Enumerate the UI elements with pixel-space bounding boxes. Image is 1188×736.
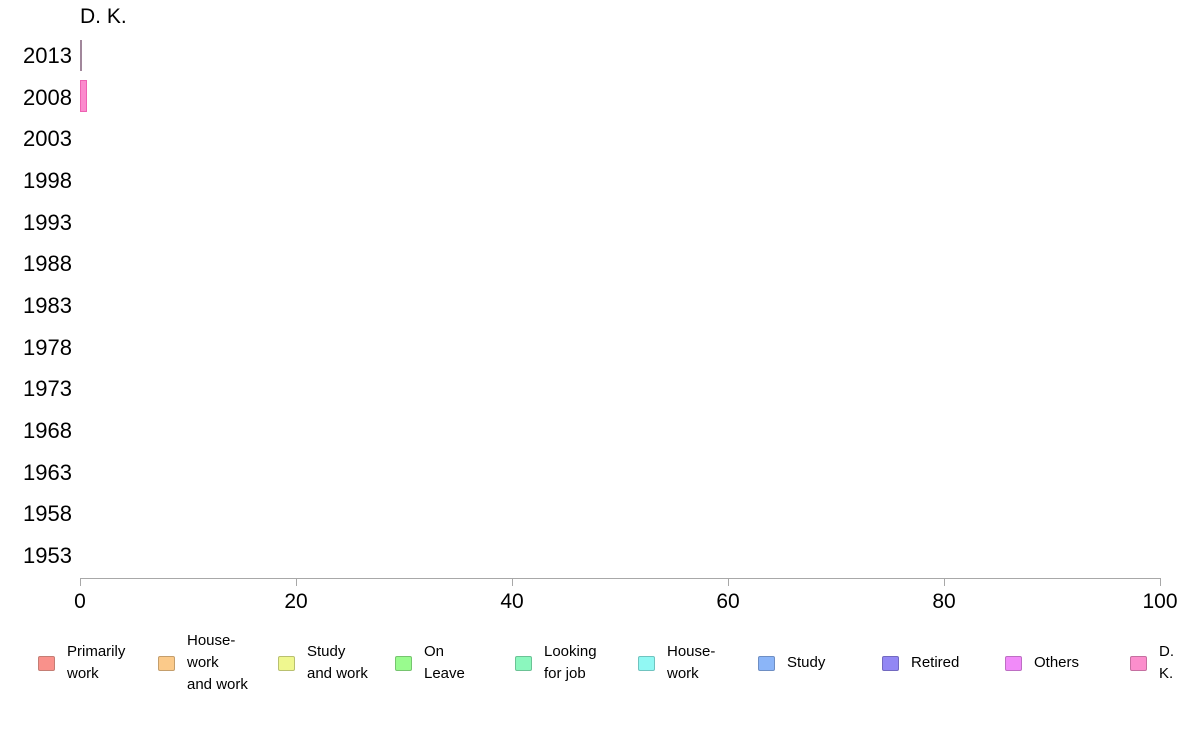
x-axis-tick-label: 100 <box>1142 590 1178 613</box>
y-axis-label: 1963 <box>23 459 72 485</box>
legend-label: Retired <box>911 654 960 672</box>
x-axis-tick-label: 20 <box>284 590 308 613</box>
legend-item-primarily-work: Primarily work <box>38 634 125 692</box>
bar-2008 <box>80 80 87 112</box>
legend-item-study: Study <box>758 634 825 692</box>
chart-title: D. K. <box>80 5 127 28</box>
y-axis-label: 2003 <box>23 126 72 152</box>
y-axis-label: 2013 <box>23 43 72 68</box>
x-axis-line <box>80 578 1161 579</box>
y-axis-label: 1983 <box>23 293 72 318</box>
legend-label: Others <box>1034 654 1080 672</box>
legend-swatch <box>758 655 775 671</box>
legend-label: Looking for job <box>544 643 597 682</box>
legend-item-looking-for-job: Looking for job <box>515 634 597 692</box>
legend-swatch <box>515 655 532 671</box>
legend-label: D. K. <box>1159 643 1174 682</box>
x-axis-tick <box>1160 578 1161 586</box>
bar-2013 <box>80 40 82 71</box>
legend-swatch <box>395 655 412 671</box>
legend-item-retired: Retired <box>882 634 959 692</box>
x-axis-tick <box>728 578 729 586</box>
y-axis-label: 1958 <box>23 501 72 527</box>
legend-label: House- work and work <box>187 632 248 693</box>
legend-swatch <box>38 655 55 671</box>
y-axis-label: 1998 <box>23 168 72 193</box>
legend-label: House- work <box>667 643 716 682</box>
legend-swatch <box>638 655 655 671</box>
legend-item-housework: House- work <box>638 634 715 692</box>
x-axis-tick <box>512 578 513 586</box>
x-axis-tick-label: 0 <box>74 590 86 613</box>
legend-item-study-and-work: Study and work <box>278 634 368 692</box>
y-axis-label: 1973 <box>23 376 72 402</box>
y-axis-label: 1993 <box>23 209 72 235</box>
legend-label: Primarily work <box>67 643 126 682</box>
y-axis-label: 1953 <box>23 543 72 568</box>
x-axis-tick-label: 60 <box>716 590 740 613</box>
legend-swatch <box>1005 655 1022 671</box>
legend-item-on-leave: On Leave <box>395 634 465 692</box>
legend-label: Study <box>787 654 826 672</box>
x-axis-tick <box>296 578 297 586</box>
legend-item-dk: D. K. <box>1130 634 1188 692</box>
x-axis-tick-label: 80 <box>932 590 956 613</box>
legend-label: On Leave <box>424 643 465 682</box>
legend-swatch <box>278 655 295 671</box>
legend-item-housework-and-work: House- work and work <box>158 632 248 693</box>
legend-swatch <box>158 655 175 671</box>
legend-item-others: Others <box>1005 634 1079 692</box>
y-axis-label: 1968 <box>23 418 72 443</box>
y-axis-label: 2008 <box>23 84 72 110</box>
y-axis-label: 1978 <box>23 334 72 360</box>
y-axis-label: 1988 <box>23 251 72 277</box>
x-axis-tick <box>944 578 945 586</box>
legend-label: Study and work <box>307 643 368 682</box>
legend-swatch <box>882 655 899 671</box>
x-axis-tick <box>80 578 81 586</box>
x-axis-tick-label: 40 <box>500 590 524 613</box>
legend-swatch <box>1130 655 1147 671</box>
